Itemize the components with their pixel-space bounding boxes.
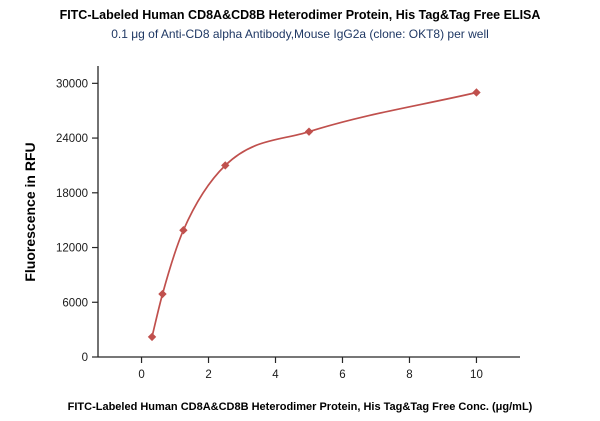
y-tick-label: 6000: [62, 297, 88, 309]
y-tick-label: 30000: [56, 78, 88, 90]
data-point-marker: [147, 332, 157, 342]
data-point-marker: [179, 226, 188, 235]
x-tick-label: 6: [339, 369, 345, 381]
x-tick-label: 2: [205, 369, 211, 381]
x-tick-label: 4: [272, 369, 279, 381]
y-tick-label: 18000: [56, 188, 88, 200]
data-point-marker: [158, 289, 167, 299]
x-tick-label: 10: [470, 369, 483, 381]
x-tick-label: 8: [406, 369, 412, 381]
elisa-binding-curve-plot: 0 6000 12000 18000 24000 30000 0 2 4 6 8 10: [56, 66, 520, 381]
data-point-marker: [472, 88, 481, 97]
y-tick-label: 0: [82, 352, 88, 364]
y-tick-label: 12000: [56, 243, 88, 255]
data-point-marker: [304, 127, 314, 136]
x-axis-label: FITC-Labeled Human CD8A&CD8B Heterodimer…: [67, 401, 533, 413]
data-point-marker: [221, 161, 230, 170]
x-tick-label: 0: [138, 369, 144, 381]
chart-subtitle: 0.1 μg of Anti-CD8 alpha Antibody,Mouse …: [111, 27, 489, 41]
y-tick-label: 24000: [56, 133, 88, 145]
chart-title: FITC-Labeled Human CD8A&CD8B Heterodimer…: [59, 8, 541, 22]
fit-curve: [151, 91, 477, 338]
